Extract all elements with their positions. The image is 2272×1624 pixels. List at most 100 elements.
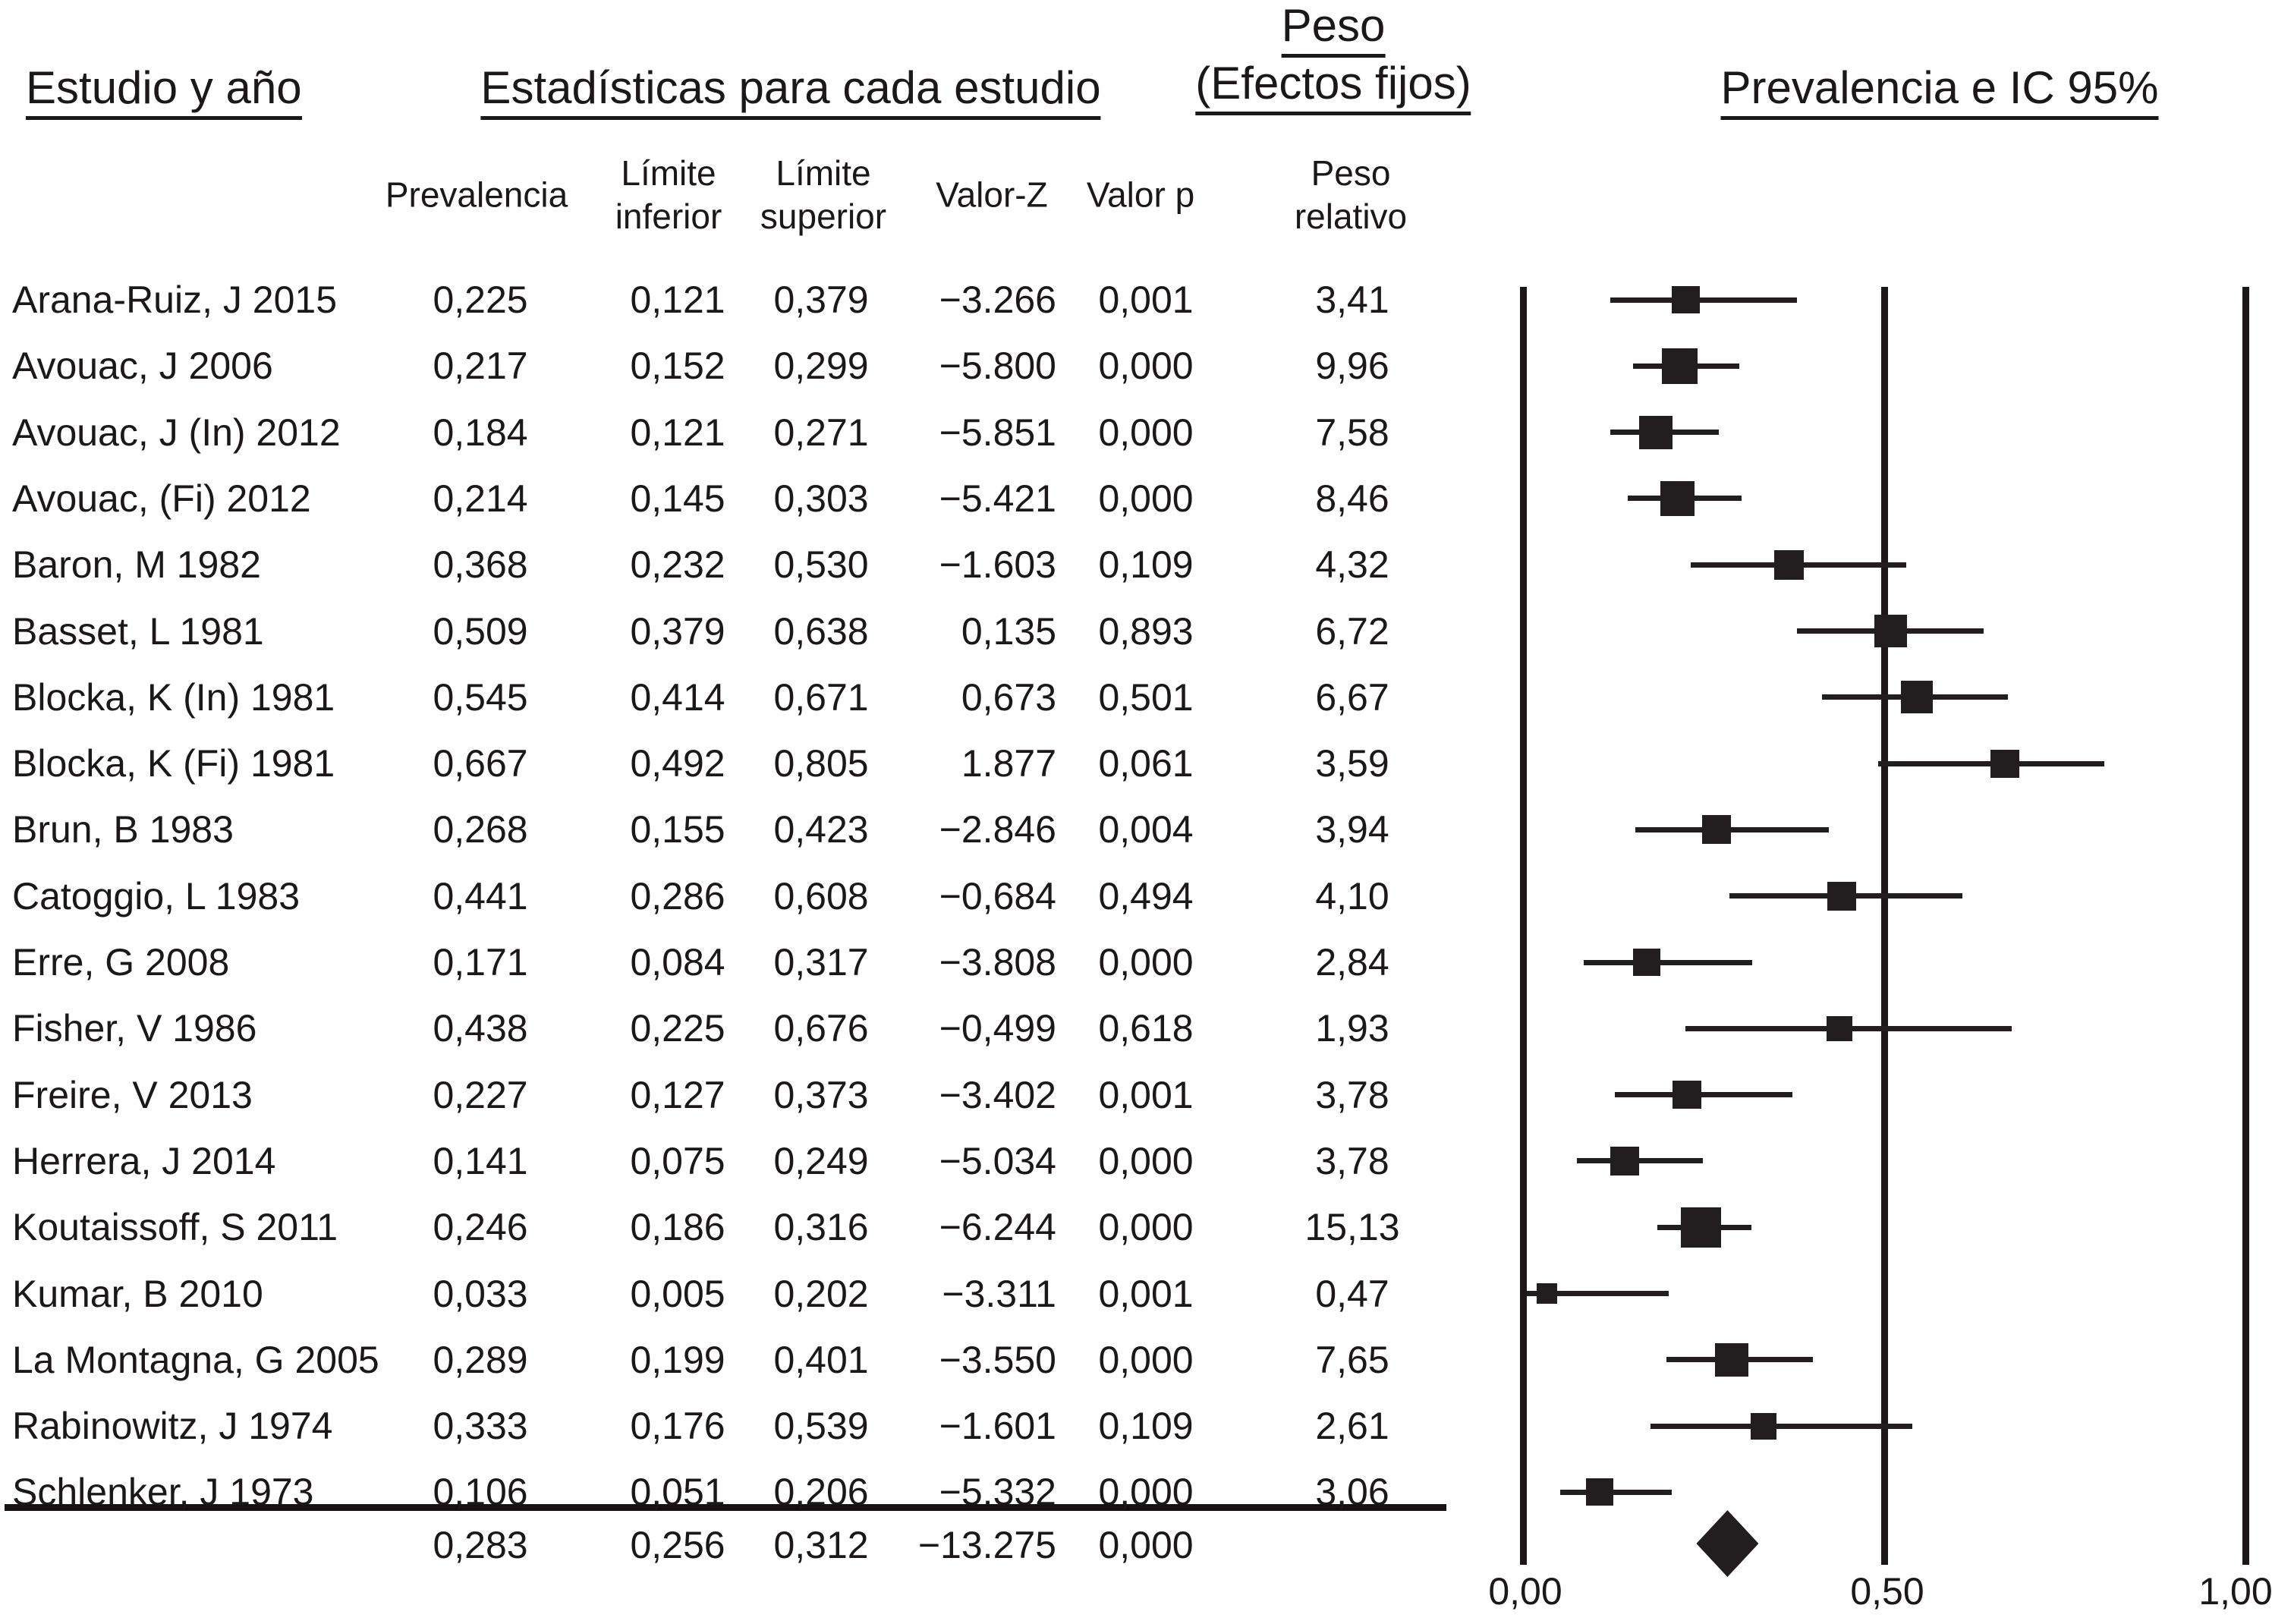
prevalencia-cell: 0,268: [433, 808, 528, 851]
valor-p-cell: 0,000: [1098, 411, 1194, 454]
valor-p-cell: 0,001: [1098, 279, 1194, 321]
point-estimate-square: [1990, 749, 2019, 778]
limite-superior-cell: 0,271: [773, 411, 869, 454]
valor-z-cell: 0,135: [961, 609, 1056, 653]
ci-line: [1526, 1291, 1669, 1296]
ci-line: [1577, 1158, 1704, 1164]
col-header-prevalencia: Prevalencia: [385, 175, 568, 215]
peso-relativo-cell: 7,58: [1315, 411, 1389, 454]
peso-relativo-cell: 2,61: [1315, 1405, 1389, 1448]
valor-z-cell: −3.311: [942, 1272, 1056, 1315]
limite-superior-cell: 0,608: [773, 874, 869, 917]
valor-z-cell: −5.851: [939, 411, 1056, 454]
study-name: La Montagna, G 2005: [12, 1338, 379, 1381]
col-header-valor-z: Valor-Z: [936, 175, 1048, 215]
limite-superior-cell: 0,423: [773, 808, 869, 851]
point-estimate-square: [1874, 615, 1907, 647]
study-name: Koutaissoff, S 2011: [12, 1206, 338, 1249]
valor-z-cell: 1.877: [961, 742, 1056, 785]
limite-inferior-cell: 0,199: [630, 1338, 725, 1381]
plot-axis-line-0,00: [1519, 287, 1527, 1565]
point-estimate-square: [1660, 481, 1695, 516]
limite-inferior-cell: 0,084: [630, 941, 725, 984]
col-header-peso-relativo-line2: relativo: [1294, 197, 1408, 236]
limite-inferior-cell: 0,121: [630, 279, 725, 321]
limite-superior-cell: 0,638: [773, 609, 869, 653]
prevalencia-cell: 0,225: [433, 279, 528, 321]
study-name: Blocka, K (In) 1981: [12, 675, 335, 719]
point-estimate-square: [1536, 1283, 1558, 1305]
ci-line: [1635, 826, 1829, 832]
limite-inferior-cell: 0,051: [630, 1471, 725, 1514]
summary-valor-z-cell: −13.275: [917, 1524, 1056, 1566]
ci-line: [1610, 297, 1797, 303]
study-name: Arana-Ruiz, J 2015: [12, 279, 338, 321]
point-estimate-square: [1610, 1147, 1639, 1176]
summary-limite-superior-cell: 0,312: [773, 1524, 869, 1566]
study-name: Freire, V 2013: [12, 1073, 253, 1116]
valor-z-cell: −5.332: [939, 1471, 1056, 1514]
peso-relativo-cell: 6,67: [1315, 675, 1389, 719]
col-header-limite-superior-line1: Límite: [776, 153, 871, 193]
statistics-column-title: Estadísticas para cada estudio: [480, 64, 1101, 120]
prevalencia-cell: 0,217: [433, 345, 528, 388]
col-header-limite-inferior-line2: inferior: [615, 197, 722, 236]
valor-z-cell: −1.601: [939, 1405, 1056, 1448]
study-name: Herrera, J 2014: [12, 1139, 276, 1182]
valor-z-cell: −3.266: [939, 279, 1056, 321]
study-name: Basset, L 1981: [12, 609, 264, 653]
limite-superior-cell: 0,299: [773, 345, 869, 388]
peso-relativo-cell: 9,96: [1315, 345, 1389, 388]
prevalencia-cell: 0,441: [433, 874, 528, 917]
limite-superior-cell: 0,317: [773, 941, 869, 984]
peso-relativo-cell: 4,32: [1315, 543, 1389, 587]
summary-diamond: [1696, 1510, 1759, 1577]
valor-p-cell: 0,061: [1098, 742, 1194, 785]
valor-z-cell: −0,684: [939, 874, 1056, 917]
limite-inferior-cell: 0,225: [630, 1007, 725, 1050]
valor-p-cell: 0,109: [1098, 543, 1194, 587]
limite-inferior-cell: 0,379: [630, 609, 725, 653]
prevalencia-cell: 0,368: [433, 543, 528, 587]
valor-p-cell: 0,004: [1098, 808, 1194, 851]
point-estimate-square: [1750, 1412, 1777, 1440]
ci-line: [1559, 1489, 1673, 1495]
valor-p-cell: 0,000: [1098, 345, 1194, 388]
limite-superior-cell: 0,206: [773, 1471, 869, 1514]
prevalencia-cell: 0,141: [433, 1139, 528, 1182]
limite-superior-cell: 0,676: [773, 1007, 869, 1050]
point-estimate-square: [1673, 1080, 1701, 1109]
peso-relativo-cell: 3,59: [1315, 742, 1389, 785]
summary-divider-line: [5, 1504, 1446, 1511]
col-header-limite-superior: Límite superior: [760, 152, 886, 238]
point-estimate-square: [1633, 949, 1660, 976]
study-name: Rabinowitz, J 1974: [12, 1405, 333, 1448]
valor-z-cell: −2.846: [939, 808, 1056, 851]
point-estimate-square: [1585, 1478, 1613, 1506]
col-header-limite-inferior: Límite inferior: [615, 152, 722, 238]
prevalencia-cell: 0,033: [433, 1272, 528, 1315]
limite-inferior-cell: 0,145: [630, 477, 725, 520]
valor-p-cell: 0,000: [1098, 477, 1194, 520]
peso-relativo-cell: 8,46: [1315, 477, 1389, 520]
ci-line: [1650, 1423, 1913, 1429]
valor-z-cell: −3.402: [939, 1073, 1056, 1116]
prevalencia-cell: 0,667: [433, 742, 528, 785]
valor-z-cell: −6.244: [939, 1206, 1056, 1249]
prevalencia-cell: 0,289: [433, 1338, 528, 1381]
peso-relativo-cell: 2,84: [1315, 941, 1389, 984]
limite-superior-cell: 0,805: [773, 742, 869, 785]
limite-superior-cell: 0,671: [773, 675, 869, 719]
limite-superior-cell: 0,401: [773, 1338, 869, 1381]
point-estimate-square: [1715, 1342, 1749, 1377]
x-tick-label: 1,00: [2198, 1570, 2272, 1613]
limite-inferior-cell: 0,492: [630, 742, 725, 785]
prevalencia-cell: 0,333: [433, 1405, 528, 1448]
valor-p-cell: 0,501: [1098, 675, 1194, 719]
weight-column-title-line2: (Efectos fijos): [1195, 59, 1471, 115]
limite-superior-cell: 0,379: [773, 279, 869, 321]
limite-inferior-cell: 0,005: [630, 1272, 725, 1315]
peso-relativo-cell: 3,78: [1315, 1073, 1389, 1116]
valor-p-cell: 0,494: [1098, 874, 1194, 917]
